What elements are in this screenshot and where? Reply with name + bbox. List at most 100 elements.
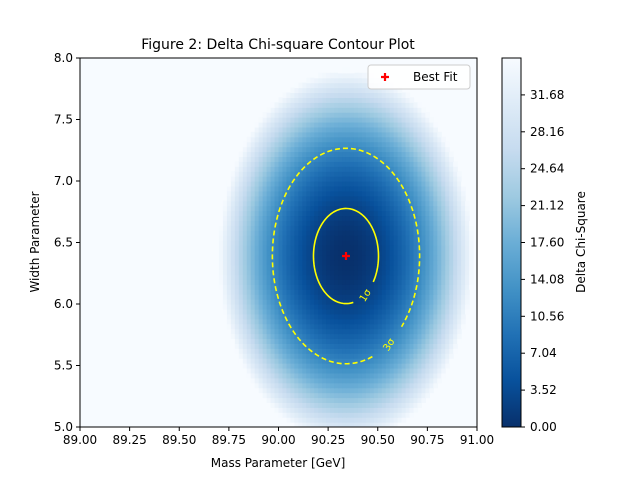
heatmap-cell xyxy=(437,363,442,369)
heatmap-cell xyxy=(429,353,434,359)
heatmap-cell xyxy=(353,308,359,315)
heatmap-cell xyxy=(278,269,284,276)
heatmap-cell xyxy=(286,392,292,399)
heatmap-cell xyxy=(282,274,288,280)
heatmap-cell xyxy=(314,156,319,162)
heatmap-cell xyxy=(242,358,248,364)
heatmap-cell xyxy=(377,308,383,315)
heatmap-cell xyxy=(330,82,335,89)
heatmap-cell xyxy=(369,195,375,202)
heatmap-cell xyxy=(457,269,462,276)
heatmap-cell xyxy=(298,126,303,133)
heatmap-cell xyxy=(338,299,343,305)
heatmap-cell xyxy=(401,156,407,162)
heatmap-cell xyxy=(338,407,343,413)
heatmap-cell xyxy=(318,87,323,94)
heatmap-cell xyxy=(357,146,363,153)
heatmap-cell xyxy=(338,126,343,133)
heatmap-cell xyxy=(310,171,315,177)
heatmap-cell xyxy=(397,382,403,389)
heatmap-cell xyxy=(397,215,403,221)
heatmap-cell xyxy=(310,136,315,143)
heatmap-cell xyxy=(437,254,442,261)
heatmap-cell xyxy=(357,97,363,103)
heatmap-cell xyxy=(270,264,276,271)
heatmap-cell xyxy=(294,215,299,221)
heatmap-cell xyxy=(349,67,355,74)
heatmap-cell xyxy=(357,156,363,162)
heatmap-cell xyxy=(377,348,383,354)
heatmap-cell xyxy=(318,269,323,276)
heatmap-cell xyxy=(345,269,351,276)
heatmap-cell xyxy=(377,269,383,276)
heatmap-cell xyxy=(294,382,299,389)
heatmap-cell xyxy=(377,417,383,423)
heatmap-cell xyxy=(310,308,315,315)
heatmap-cell xyxy=(385,185,391,192)
heatmap-cell xyxy=(330,171,335,177)
heatmap-cell xyxy=(258,171,264,177)
heatmap-cell xyxy=(314,210,319,217)
heatmap-cell xyxy=(365,259,371,266)
heatmap-cell xyxy=(250,244,256,251)
heatmap-cell xyxy=(453,171,458,177)
heatmap-cell xyxy=(381,112,387,118)
heatmap-cell xyxy=(314,166,319,172)
heatmap-cell xyxy=(274,235,280,241)
heatmap-cell xyxy=(417,195,423,202)
heatmap-cell xyxy=(322,387,327,394)
heatmap-cell xyxy=(421,166,426,172)
heatmap-cell xyxy=(461,299,466,305)
heatmap-cell xyxy=(445,299,450,305)
heatmap-cell xyxy=(314,146,319,153)
heatmap-cell xyxy=(274,333,280,340)
heatmap-cell xyxy=(262,333,268,340)
heatmap-cell xyxy=(310,156,315,162)
heatmap-cell xyxy=(238,230,244,236)
heatmap-cell xyxy=(405,367,411,374)
heatmap-cell xyxy=(330,141,335,148)
heatmap-cell xyxy=(413,259,419,266)
heatmap-cell xyxy=(270,323,276,330)
heatmap-cell xyxy=(345,220,351,226)
heatmap-cell xyxy=(290,333,295,340)
heatmap-cell xyxy=(318,308,323,315)
heatmap-cell xyxy=(250,136,256,143)
heatmap-cell xyxy=(258,308,264,315)
heatmap-cell xyxy=(254,220,260,226)
heatmap-cell xyxy=(449,328,454,335)
heatmap-cell xyxy=(290,190,295,197)
heatmap-cell xyxy=(262,323,268,330)
heatmap-cell xyxy=(254,195,260,202)
heatmap-cell xyxy=(437,289,442,295)
heatmap-cell xyxy=(401,181,407,187)
heatmap-cell xyxy=(405,200,411,207)
heatmap-cell xyxy=(342,220,347,226)
heatmap-cell xyxy=(282,220,288,226)
heatmap-cell xyxy=(377,377,383,384)
heatmap-cell xyxy=(449,299,454,305)
heatmap-cell xyxy=(361,166,367,172)
heatmap-cell xyxy=(381,146,387,153)
colorbar-tick-label: 3.52 xyxy=(530,383,557,397)
heatmap-cell xyxy=(278,382,284,389)
heatmap-cell xyxy=(401,367,407,374)
heatmap-cell xyxy=(310,121,315,128)
heatmap-cell xyxy=(389,402,395,408)
heatmap-cell xyxy=(266,343,272,349)
heatmap-cell xyxy=(306,190,311,197)
heatmap-cell xyxy=(369,294,375,300)
heatmap-cell xyxy=(425,249,430,256)
heatmap-cell xyxy=(278,343,284,349)
heatmap-cell xyxy=(326,367,331,374)
heatmap-cell xyxy=(330,112,335,118)
heatmap-cell xyxy=(238,176,244,182)
heatmap-cell xyxy=(242,146,248,153)
heatmap-cell xyxy=(258,333,264,340)
heatmap-cell xyxy=(385,131,391,138)
heatmap-cell xyxy=(278,195,284,202)
heatmap-cell xyxy=(230,279,236,285)
heatmap-cell xyxy=(286,358,292,364)
heatmap-cell xyxy=(389,269,395,276)
heatmap-cell xyxy=(349,284,355,290)
